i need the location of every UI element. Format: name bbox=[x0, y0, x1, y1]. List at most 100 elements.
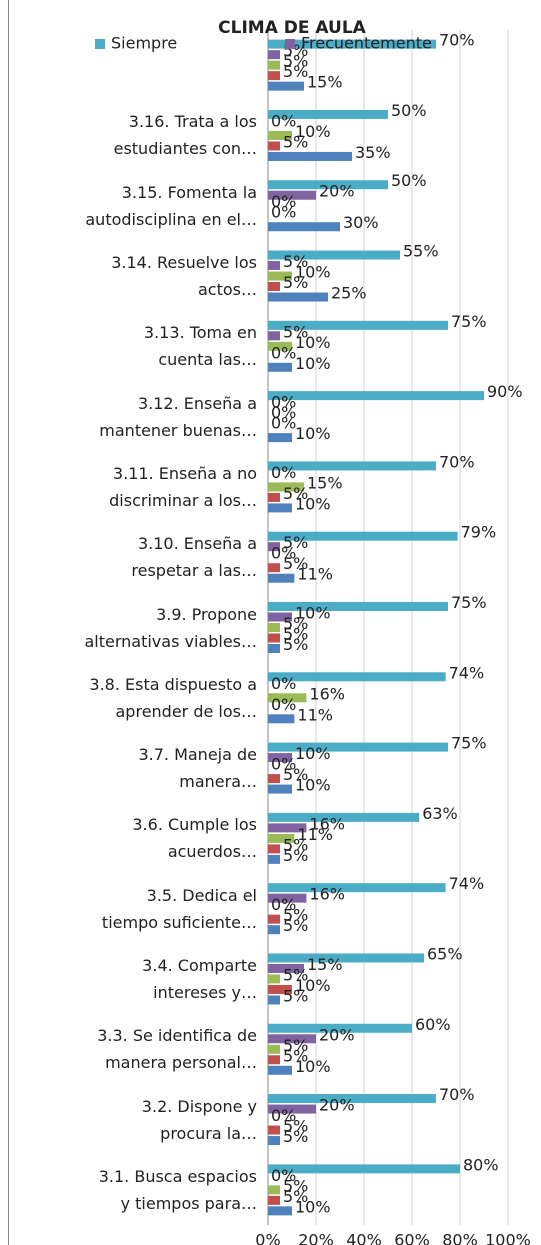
bar bbox=[268, 1065, 292, 1075]
bar bbox=[268, 71, 280, 81]
y-tick-label: 3.12. Enseña a mantener buenas… bbox=[99, 393, 257, 440]
bar bbox=[268, 953, 424, 963]
bar bbox=[268, 503, 292, 513]
bar bbox=[268, 492, 280, 502]
bar bbox=[268, 130, 292, 140]
value-label: 10% bbox=[295, 263, 331, 282]
bar bbox=[268, 602, 448, 611]
bar bbox=[268, 1094, 436, 1104]
value-label: 30% bbox=[343, 213, 379, 232]
bar bbox=[268, 331, 280, 341]
bar bbox=[268, 563, 280, 573]
x-tick-label: 60% bbox=[394, 1231, 430, 1245]
bar bbox=[268, 362, 292, 372]
x-tick-label: 20% bbox=[298, 1231, 334, 1245]
bar bbox=[268, 250, 400, 260]
value-label: 0% bbox=[271, 544, 296, 563]
y-tick-label: 3.14. Resuelve los actos… bbox=[111, 253, 257, 300]
value-label: 0% bbox=[271, 343, 296, 362]
bar bbox=[268, 995, 280, 1005]
bar bbox=[268, 109, 388, 119]
bar bbox=[268, 531, 458, 541]
bar bbox=[268, 482, 304, 492]
bar bbox=[268, 1034, 316, 1044]
bar bbox=[268, 271, 292, 281]
value-label: 0% bbox=[271, 1106, 296, 1125]
value-label: 75% bbox=[451, 312, 487, 331]
value-label: 60% bbox=[415, 1015, 451, 1034]
value-label: 20% bbox=[319, 1025, 355, 1044]
value-label: 10% bbox=[295, 424, 331, 443]
value-label: 5% bbox=[283, 1117, 308, 1136]
bar bbox=[268, 1195, 280, 1205]
bar bbox=[268, 1125, 280, 1135]
value-label: 0% bbox=[271, 403, 296, 422]
bar bbox=[268, 812, 420, 822]
bar bbox=[268, 1185, 280, 1195]
value-label: 74% bbox=[449, 663, 485, 682]
bar bbox=[268, 1206, 292, 1216]
value-label: 11% bbox=[297, 825, 333, 844]
bar bbox=[268, 190, 316, 200]
value-label: 16% bbox=[309, 885, 345, 904]
value-label: 5% bbox=[283, 52, 308, 71]
value-label: 5% bbox=[283, 625, 308, 644]
value-label: 5% bbox=[283, 554, 308, 573]
value-label: 10% bbox=[295, 333, 331, 352]
y-tick-label: 3.9. Propone alternativas viables… bbox=[84, 604, 257, 651]
bar bbox=[268, 893, 307, 903]
value-label: 0% bbox=[271, 1166, 296, 1185]
y-tick-label: 3.15. Fomenta la autodisciplina en el… bbox=[85, 182, 257, 229]
value-label: 0% bbox=[271, 393, 296, 412]
value-label: 5% bbox=[283, 322, 308, 341]
legend-label: Frecuentemente bbox=[301, 34, 432, 53]
bar bbox=[268, 180, 388, 190]
value-label: 35% bbox=[355, 143, 391, 162]
value-label: 50% bbox=[391, 101, 427, 120]
bar bbox=[268, 1136, 280, 1146]
bar bbox=[268, 50, 280, 60]
bar bbox=[268, 774, 280, 784]
y-tick-label: 3.10. Enseña a respetar a las… bbox=[131, 534, 257, 581]
value-label: 75% bbox=[451, 593, 487, 612]
value-label: 10% bbox=[295, 354, 331, 373]
value-label: 5% bbox=[283, 132, 308, 151]
bar bbox=[268, 542, 280, 552]
bar bbox=[268, 1055, 280, 1065]
x-tick-label: 80% bbox=[442, 1231, 478, 1245]
value-label: 50% bbox=[391, 171, 427, 190]
y-tick-label: 3.1. Busca espacios y tiempos para… bbox=[98, 1166, 257, 1213]
bar bbox=[268, 39, 436, 49]
value-label: 0% bbox=[271, 695, 296, 714]
value-label: 5% bbox=[283, 1187, 308, 1206]
value-label: 20% bbox=[319, 182, 355, 201]
legend-swatch bbox=[285, 39, 295, 49]
bar bbox=[268, 623, 280, 632]
x-tick-label: 0% bbox=[255, 1231, 280, 1245]
bar bbox=[268, 823, 307, 833]
y-tick-label: 3.7. Maneja de manera… bbox=[138, 745, 257, 792]
value-label: 63% bbox=[422, 804, 458, 823]
value-label: 0% bbox=[271, 674, 296, 693]
value-label: 5% bbox=[283, 1046, 308, 1065]
bar bbox=[268, 854, 280, 864]
value-label: 16% bbox=[309, 684, 345, 703]
value-label: 0% bbox=[271, 192, 296, 211]
bar bbox=[268, 984, 292, 994]
value-label: 65% bbox=[427, 944, 463, 963]
bar bbox=[268, 391, 484, 401]
y-tick-label: 3.6. Cumple los acuerdos… bbox=[132, 815, 257, 862]
value-label: 70% bbox=[439, 452, 475, 471]
bar bbox=[268, 261, 280, 271]
value-label: 75% bbox=[451, 734, 487, 753]
bar bbox=[268, 461, 436, 471]
value-label: 25% bbox=[331, 284, 367, 303]
bar bbox=[268, 151, 352, 161]
value-label: 5% bbox=[283, 1036, 308, 1055]
value-label: 10% bbox=[295, 976, 331, 995]
value-label: 10% bbox=[295, 1057, 331, 1076]
frame bbox=[8, 0, 9, 1245]
value-label: 74% bbox=[449, 874, 485, 893]
bar bbox=[268, 714, 295, 724]
